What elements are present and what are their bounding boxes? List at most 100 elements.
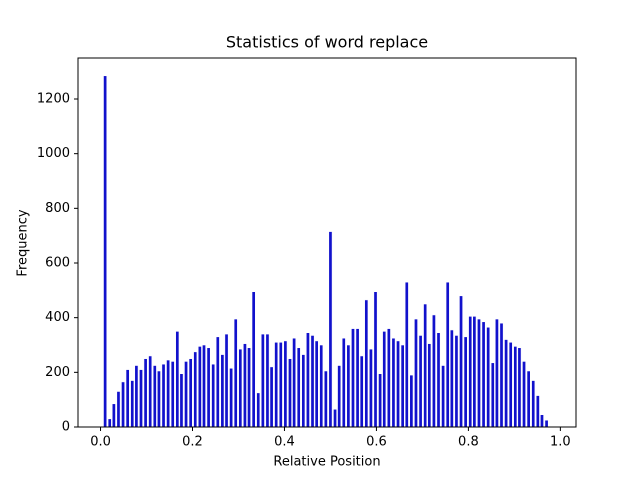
bar <box>427 343 432 428</box>
bar <box>414 318 418 428</box>
bar <box>522 361 526 428</box>
bar <box>355 328 360 428</box>
bar <box>418 335 423 428</box>
x-tick-label: 0.4 <box>274 435 295 450</box>
bar <box>319 344 324 428</box>
bar <box>531 380 536 428</box>
bar <box>139 369 143 428</box>
bar <box>292 337 297 428</box>
bar <box>396 340 400 428</box>
bar <box>206 347 211 428</box>
bar <box>328 231 333 428</box>
bar <box>148 355 153 428</box>
axes-frame <box>77 57 577 428</box>
bar <box>247 347 252 428</box>
y-tick-label: 600 <box>45 256 70 271</box>
bar <box>494 318 499 428</box>
x-axis-label: Relative Position <box>273 455 380 470</box>
bar <box>238 348 243 428</box>
bar <box>161 363 166 428</box>
bar <box>188 358 193 428</box>
bar <box>486 326 491 428</box>
bar <box>283 340 288 428</box>
bar <box>251 291 256 428</box>
bar <box>220 354 225 428</box>
bar <box>333 408 338 428</box>
bar <box>116 391 121 428</box>
bar <box>274 341 279 428</box>
bar <box>431 314 436 428</box>
bar <box>260 333 265 428</box>
bar <box>535 395 540 428</box>
bar <box>179 373 184 428</box>
bar <box>499 322 504 428</box>
bar <box>256 392 261 428</box>
bar <box>454 335 459 428</box>
bar <box>481 321 486 428</box>
x-tick-label: 0.0 <box>90 435 111 450</box>
bar <box>323 370 328 428</box>
bar <box>310 335 315 428</box>
bar <box>211 363 216 428</box>
bar <box>269 366 274 428</box>
bar <box>296 347 301 428</box>
bar <box>215 336 220 428</box>
bar <box>472 315 477 428</box>
bar <box>224 333 229 428</box>
bar <box>436 332 441 428</box>
bar <box>513 346 518 428</box>
bar <box>378 373 383 428</box>
bar <box>184 361 189 428</box>
bar <box>130 380 135 428</box>
bar <box>544 419 549 428</box>
bar <box>351 328 355 428</box>
y-tick-label: 1200 <box>37 92 70 107</box>
bar <box>359 355 364 428</box>
bar <box>373 291 378 428</box>
bar <box>193 351 198 428</box>
bar <box>449 329 454 428</box>
bar <box>170 361 175 428</box>
bar <box>391 337 396 428</box>
bar <box>314 340 319 428</box>
bar <box>404 281 409 428</box>
bar <box>125 369 130 428</box>
bar <box>103 75 108 428</box>
chart-title: Statistics of word replace <box>226 33 428 52</box>
bar <box>301 354 306 428</box>
bar <box>107 418 112 428</box>
x-tick-label: 0.6 <box>366 435 387 450</box>
bar <box>441 365 446 428</box>
bar <box>508 341 513 428</box>
bar <box>305 332 310 428</box>
bar <box>152 365 157 428</box>
x-tick-label: 1.0 <box>550 435 571 450</box>
bar <box>134 365 139 428</box>
bar <box>197 346 202 428</box>
y-tick-label: 200 <box>45 365 70 380</box>
bar <box>175 331 180 428</box>
bar <box>111 403 116 428</box>
bar <box>229 367 234 428</box>
bar <box>517 347 522 428</box>
bar <box>463 336 468 428</box>
bar <box>242 343 247 428</box>
bar <box>382 331 387 428</box>
bar <box>143 358 148 428</box>
bar <box>445 281 450 428</box>
bar <box>341 337 346 428</box>
y-tick-label: 0 <box>62 420 70 435</box>
bar <box>423 303 428 428</box>
bar <box>459 295 463 428</box>
bar <box>121 381 126 428</box>
bar <box>288 358 292 428</box>
bar <box>265 333 270 428</box>
bar <box>409 374 414 428</box>
bar <box>400 344 405 428</box>
bar <box>166 359 171 428</box>
bar <box>233 318 238 428</box>
bar <box>368 348 373 428</box>
bar <box>540 414 544 428</box>
bar <box>278 341 283 428</box>
